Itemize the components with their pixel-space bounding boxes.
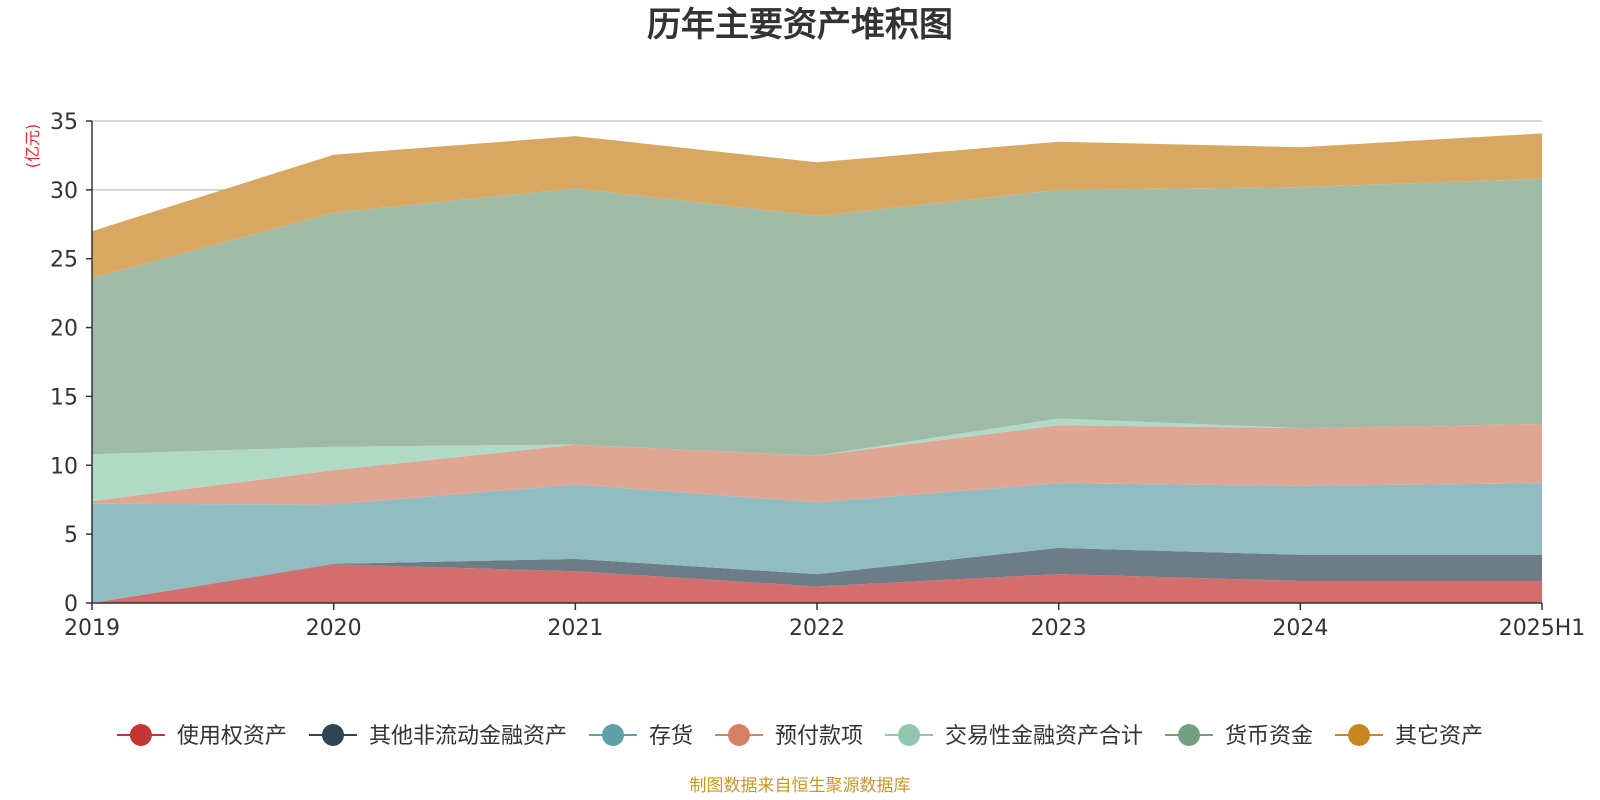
area-4 bbox=[92, 418, 1542, 502]
legend-label: 使用权资产 bbox=[177, 724, 287, 749]
legend-label: 存货 bbox=[649, 724, 693, 749]
area-series bbox=[92, 133, 1542, 603]
area-2 bbox=[92, 483, 1542, 603]
legend-label: 交易性金融资产合计 bbox=[945, 724, 1143, 749]
legend-item[interactable]: 使用权资产 bbox=[116, 724, 287, 749]
area-5 bbox=[92, 178, 1542, 456]
y-tick-label: 0 bbox=[64, 592, 78, 617]
legend-marker bbox=[602, 724, 624, 746]
legend-item[interactable]: 预付款项 bbox=[715, 724, 863, 749]
legend: 使用权资产 其他非流动金融资产 存货 预付款项 交易性金融资产合计 货币资金 其它资产 bbox=[116, 724, 1483, 749]
legend-label: 预付款项 bbox=[775, 724, 863, 749]
legend-item[interactable]: 货币资金 bbox=[1165, 724, 1313, 749]
legend-marker bbox=[129, 724, 152, 746]
legend-label: 货币资金 bbox=[1225, 724, 1313, 749]
legend-label: 其他非流动金融资产 bbox=[369, 724, 567, 749]
legend-item[interactable]: 其它资产 bbox=[1335, 724, 1483, 749]
y-tick-label: 35 bbox=[50, 110, 78, 135]
area-1 bbox=[92, 547, 1542, 603]
x-tick-label: 2023 bbox=[1031, 616, 1087, 641]
source-note: 制图数据来自恒生聚源数据库 bbox=[690, 776, 911, 796]
legend-marker bbox=[728, 724, 750, 746]
y-axis-unit: (亿元) bbox=[23, 124, 42, 169]
area-3 bbox=[92, 424, 1542, 505]
y-tick-label: 25 bbox=[50, 248, 78, 273]
y-tick-label: 20 bbox=[50, 317, 78, 342]
area-6 bbox=[92, 133, 1542, 278]
legend-item[interactable]: 其他非流动金融资产 bbox=[309, 724, 567, 749]
y-tick-label: 10 bbox=[50, 454, 78, 479]
y-tick-label: 15 bbox=[50, 385, 78, 410]
legend-item[interactable]: 交易性金融资产合计 bbox=[885, 724, 1143, 749]
axes bbox=[86, 120, 1543, 610]
legend-item[interactable]: 存货 bbox=[589, 724, 693, 749]
y-axis-tick-labels: 0 5 10 15 20 25 30 35 bbox=[50, 110, 78, 617]
y-tick-label: 5 bbox=[64, 523, 78, 548]
legend-marker bbox=[898, 724, 920, 746]
area-0 bbox=[92, 564, 1542, 603]
legend-marker bbox=[1348, 724, 1370, 746]
legend-label: 其它资产 bbox=[1395, 724, 1483, 749]
x-tick-label: 2021 bbox=[547, 616, 603, 641]
x-tick-label: 2019 bbox=[64, 616, 120, 641]
x-axis-tick-labels: 2019 2020 2021 2022 2023 2024 2025H1 bbox=[64, 616, 1585, 641]
legend-marker bbox=[322, 724, 344, 746]
chart-title: 历年主要资产堆积图 bbox=[647, 5, 953, 45]
y-tick-label: 30 bbox=[50, 179, 78, 204]
x-tick-label: 2020 bbox=[306, 616, 362, 641]
legend-marker bbox=[1178, 724, 1200, 746]
x-tick-label: 2022 bbox=[789, 616, 845, 641]
x-tick-label: 2025H1 bbox=[1499, 616, 1586, 641]
x-tick-label: 2024 bbox=[1272, 616, 1328, 641]
